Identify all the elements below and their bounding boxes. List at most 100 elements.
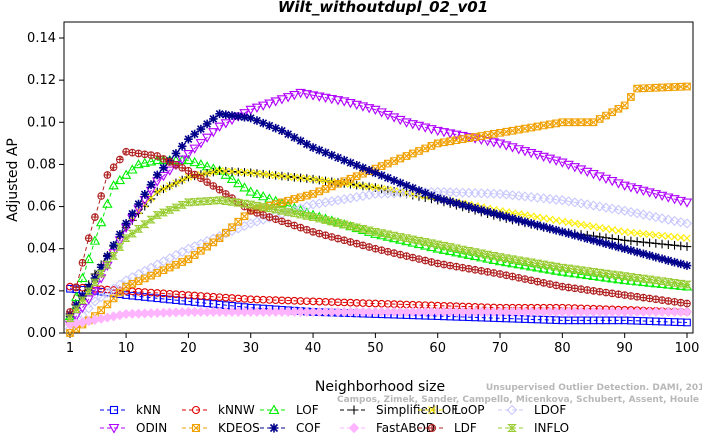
data-point <box>164 253 175 264</box>
data-point <box>140 190 150 199</box>
data-point <box>451 244 462 253</box>
data-point <box>134 199 143 209</box>
data-point <box>477 267 486 275</box>
x-tick-label: 100 <box>675 341 700 356</box>
data-point <box>419 123 431 133</box>
data-point <box>683 234 691 242</box>
data-point <box>178 164 187 172</box>
data-point <box>184 255 193 264</box>
data-point <box>489 209 499 218</box>
data-point <box>577 285 585 293</box>
data-point <box>246 200 256 209</box>
data-point <box>233 198 243 207</box>
data-point <box>464 202 474 211</box>
data-point <box>452 262 461 271</box>
data-point <box>507 190 518 201</box>
data-point <box>676 298 685 307</box>
data-point <box>520 217 530 227</box>
data-point <box>352 160 361 170</box>
data-point <box>670 233 679 241</box>
data-point <box>620 291 629 299</box>
data-point <box>595 115 604 123</box>
data-point <box>538 152 549 163</box>
data-point <box>627 228 635 237</box>
y-axis-label: Adjusted AP <box>5 138 21 222</box>
data-point <box>396 178 405 188</box>
data-point <box>383 159 392 168</box>
data-point <box>309 175 317 183</box>
legend-label: SimplifiedLOF <box>376 403 458 417</box>
data-point <box>220 119 232 129</box>
data-point <box>408 253 417 262</box>
data-point <box>514 274 523 282</box>
data-point <box>389 231 399 240</box>
data-point <box>583 286 592 294</box>
data-point <box>527 276 536 285</box>
data-point <box>102 287 113 299</box>
x-tick-label: 10 <box>118 341 135 356</box>
legend-marker <box>191 405 201 415</box>
data-point <box>115 230 125 239</box>
data-point <box>258 203 268 211</box>
data-point <box>184 134 193 144</box>
data-point <box>278 172 286 180</box>
data-point <box>470 248 480 256</box>
data-point <box>133 225 144 233</box>
data-point <box>614 290 623 298</box>
legend-label: LOF <box>296 403 319 417</box>
data-point <box>652 231 660 239</box>
data-point <box>681 218 693 229</box>
watermark-line-2: Campos, Zimek, Sander, Campello, Micenko… <box>337 395 699 405</box>
data-point <box>396 154 405 163</box>
data-point <box>108 283 119 294</box>
data-point <box>352 223 362 232</box>
data-point <box>264 99 275 109</box>
x-tick-label: 50 <box>367 341 384 356</box>
data-point <box>645 230 654 239</box>
data-point <box>651 295 660 304</box>
data-point <box>413 121 425 132</box>
data-point <box>576 232 586 242</box>
data-point <box>496 270 504 278</box>
data-point <box>208 196 218 205</box>
data-point <box>439 241 449 250</box>
data-point <box>657 239 667 249</box>
data-point <box>458 135 467 143</box>
data-point <box>308 143 318 152</box>
data-point <box>444 129 456 139</box>
legend-item-inflo: INFLO <box>498 421 569 434</box>
data-point <box>159 155 168 163</box>
data-point <box>464 246 474 255</box>
data-point <box>544 193 555 205</box>
y-tick-label: 0.00 <box>27 326 56 341</box>
data-point <box>221 228 230 237</box>
data-point <box>619 181 630 191</box>
data-point <box>452 198 461 208</box>
data-point <box>594 201 605 212</box>
data-point <box>663 278 673 286</box>
data-point <box>445 243 455 251</box>
data-point <box>463 133 475 143</box>
data-point <box>109 241 118 250</box>
data-point <box>96 269 106 278</box>
data-point <box>264 204 275 213</box>
data-point <box>494 188 506 200</box>
data-point <box>546 280 554 288</box>
y-tick-label: 0.10 <box>27 115 56 130</box>
data-point <box>613 204 624 215</box>
data-point <box>645 238 654 248</box>
data-point <box>625 183 637 193</box>
data-point <box>96 262 106 272</box>
data-point <box>670 298 679 306</box>
data-point <box>228 167 236 176</box>
data-point <box>383 247 392 256</box>
data-point <box>563 196 574 207</box>
data-point <box>184 173 193 181</box>
data-point <box>639 237 648 247</box>
data-point <box>433 139 442 148</box>
data-point <box>228 223 236 232</box>
data-point <box>639 230 648 238</box>
data-point <box>346 238 355 246</box>
axes: 1 10 20 30 40 50 60 70 80 90 100 0.00 0.02 0.04 0.06 0.… <box>27 21 700 356</box>
data-point <box>538 193 549 204</box>
